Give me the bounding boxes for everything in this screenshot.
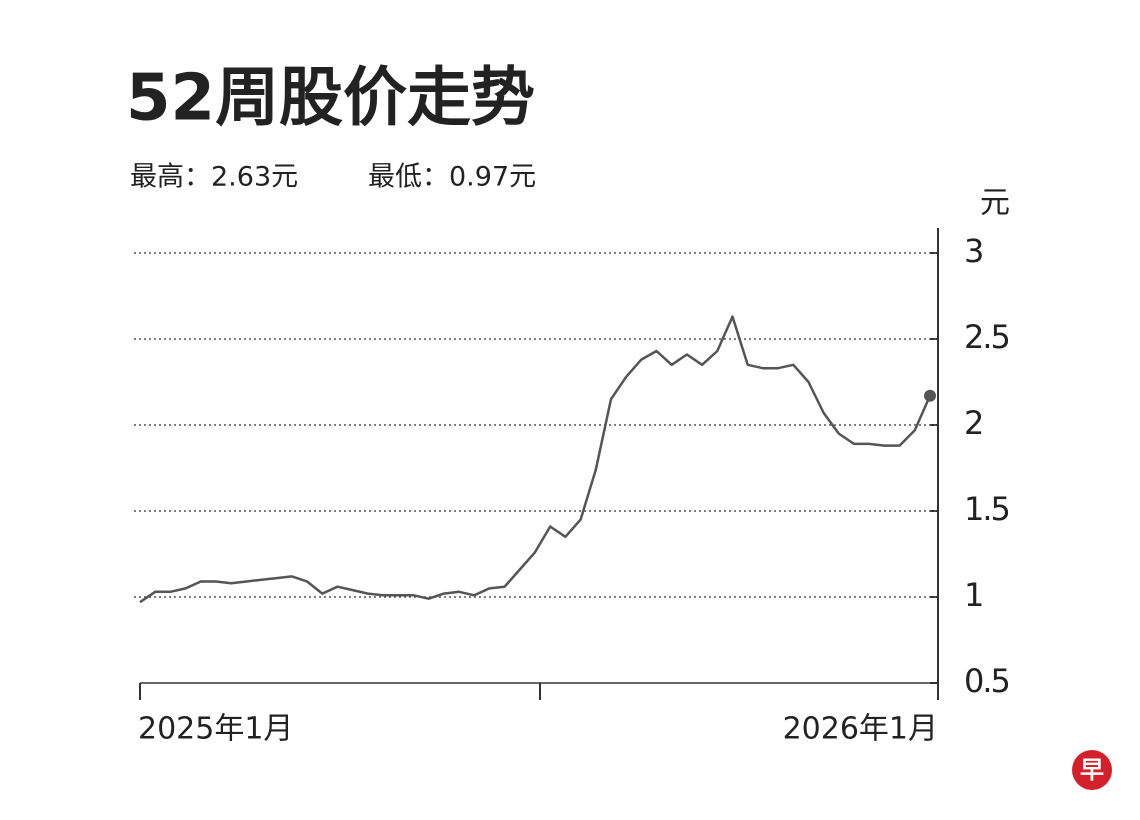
- logo-badge: [1072, 750, 1112, 790]
- logo: 早: [1080, 756, 1104, 784]
- y-tick-label: 2: [964, 404, 982, 442]
- x-tick-label: 2026年1月: [783, 712, 938, 747]
- y-unit: 元: [980, 186, 1010, 221]
- end-point: [924, 389, 936, 402]
- y-tick-label: 0.5: [964, 662, 1009, 700]
- y-tick-label: 3: [964, 232, 982, 270]
- y-tick-label: 1.5: [964, 490, 1009, 528]
- x-tick-label: 2025年1月: [138, 712, 293, 747]
- high-label: 最高：2.63元: [130, 162, 298, 193]
- chart-title: 52周股价走势: [126, 62, 535, 136]
- y-tick-label: 2.5: [964, 318, 1009, 356]
- price-line: [139, 315, 932, 604]
- low-label: 最低：0.97元: [368, 162, 536, 193]
- y-tick-label: 1: [964, 576, 982, 614]
